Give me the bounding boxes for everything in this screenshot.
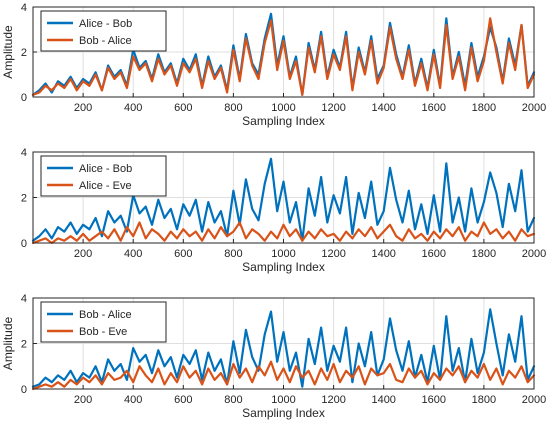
series-line-2 xyxy=(31,17,536,96)
legend-box xyxy=(40,301,167,343)
x-tick-label: 2000 xyxy=(522,102,546,114)
x-tick-label: 1200 xyxy=(321,102,345,114)
chart-panel-1: 200 400 600 800 1000 1200 1400 1600 1800 2000 0 2 4 S… xyxy=(1,2,546,128)
legend-label-2: Bob - Eve xyxy=(79,326,127,338)
x-tick-label: 400 xyxy=(124,248,142,260)
y-tick-label: 4 xyxy=(21,293,27,305)
x-tick-label: 1600 xyxy=(422,394,446,406)
x-tick-label: 1400 xyxy=(371,102,395,114)
legend-label-2: Bob - Alice xyxy=(79,35,132,47)
chart-panels: 200 400 600 800 1000 1200 1400 1600 1800 2000024S… xyxy=(1,2,546,420)
x-tick-label: 600 xyxy=(174,102,192,114)
x-tick-label: 400 xyxy=(124,394,142,406)
y-tick-label: 2 xyxy=(21,339,27,351)
x-tick-label: 1800 xyxy=(472,102,496,114)
y-tick-label: 0 xyxy=(21,384,27,396)
x-tick-label: 1600 xyxy=(422,248,446,260)
y-tick-label: 4 xyxy=(21,2,27,14)
x-tick-label: 400 xyxy=(124,102,142,114)
y-tick-label: 0 xyxy=(21,238,27,250)
legend-box xyxy=(40,10,167,52)
x-tick-label: 1000 xyxy=(271,394,295,406)
x-tick-label: 800 xyxy=(224,248,242,260)
legend: Alice - Bob Alice - Eve xyxy=(40,155,167,197)
x-axis-label: Sampling Index xyxy=(242,114,325,128)
chart-panel-3: 200 400 600 800 1000 1200 1400 1600 1800 2000 0 2 4 S… xyxy=(1,293,546,420)
x-tick-label: 1000 xyxy=(271,248,295,260)
series-line-1 xyxy=(31,308,536,388)
legend: Bob - Alice Bob - Eve xyxy=(40,301,167,343)
x-tick-label: 600 xyxy=(174,248,192,260)
x-tick-label: 1000 xyxy=(271,102,295,114)
legend-box xyxy=(40,155,167,197)
legend-label-1: Bob - Alice xyxy=(79,309,132,321)
x-axis-label: Sampling Index xyxy=(242,260,325,274)
x-tick-label: 1600 xyxy=(422,102,446,114)
x-tick-label: 600 xyxy=(174,394,192,406)
y-tick-label: 2 xyxy=(21,193,27,205)
legend: Alice - Bob Bob - Alice xyxy=(40,10,167,52)
series-line-2 xyxy=(31,221,536,245)
x-tick-label: 800 xyxy=(224,394,242,406)
x-tick-label: 200 xyxy=(74,394,92,406)
y-axis-label: Amplitude xyxy=(1,25,15,79)
x-axis-label: Sampling Index xyxy=(242,406,325,420)
x-tick-label: 1400 xyxy=(371,394,395,406)
y-tick-label: 0 xyxy=(21,92,27,104)
x-tick-label: 2000 xyxy=(522,394,546,406)
x-tick-label: 800 xyxy=(224,102,242,114)
x-tick-label: 200 xyxy=(74,248,92,260)
x-tick-label: 200 xyxy=(74,102,92,114)
x-tick-label: 1200 xyxy=(321,248,345,260)
x-tick-label: 1800 xyxy=(472,248,496,260)
legend-label-1: Alice - Bob xyxy=(79,163,132,175)
y-tick-label: 4 xyxy=(21,147,27,159)
chart-panel-2: 200 400 600 800 1000 1200 1400 1600 1800 2000 0 2 4 S… xyxy=(21,147,546,274)
y-tick-label: 2 xyxy=(21,47,27,59)
x-tick-label: 1400 xyxy=(371,248,395,260)
x-tick-label: 1800 xyxy=(472,394,496,406)
series-line-2 xyxy=(31,360,536,391)
x-tick-label: 1200 xyxy=(321,394,345,406)
legend-label-1: Alice - Bob xyxy=(79,18,132,30)
y-axis-label: Amplitude xyxy=(1,317,15,371)
legend-label-2: Alice - Eve xyxy=(79,180,132,192)
series-line-1 xyxy=(31,157,536,242)
x-tick-label: 2000 xyxy=(522,248,546,260)
